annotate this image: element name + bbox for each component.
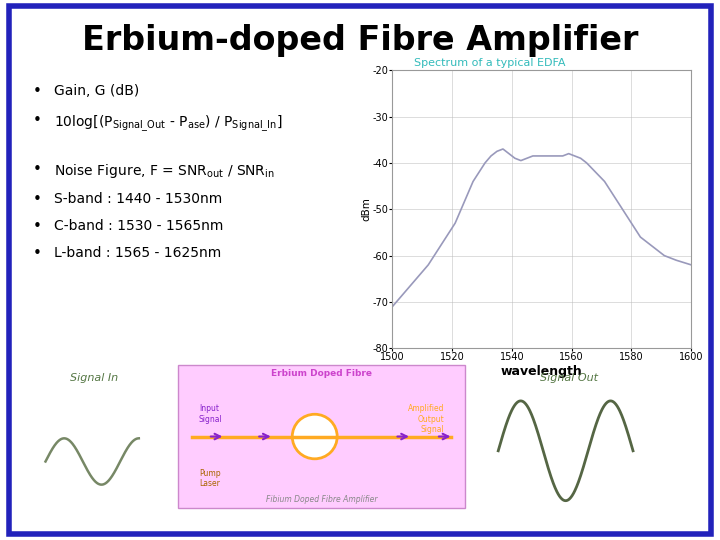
- Text: 10log[(P$_{\mathregular{Signal\_Out}}$ - P$_{\mathregular{ase}}$) / P$_{\mathreg: 10log[(P$_{\mathregular{Signal\_Out}}$ -…: [54, 113, 282, 134]
- Text: Pump
Laser: Pump Laser: [199, 469, 220, 488]
- Text: Amplified
Output
Signal: Amplified Output Signal: [408, 404, 444, 434]
- Text: •: •: [32, 246, 41, 261]
- Text: L-band : 1565 - 1625nm: L-band : 1565 - 1625nm: [54, 246, 221, 260]
- Text: Erbium-doped Fibre Amplifier: Erbium-doped Fibre Amplifier: [82, 24, 638, 57]
- Y-axis label: dBm: dBm: [361, 197, 371, 221]
- Text: Signal Out: Signal Out: [540, 373, 598, 383]
- Text: C-band : 1530 - 1565nm: C-band : 1530 - 1565nm: [54, 219, 223, 233]
- Text: Spectrum of a typical EDFA: Spectrum of a typical EDFA: [414, 57, 565, 68]
- Text: •: •: [32, 192, 41, 207]
- Ellipse shape: [292, 414, 337, 459]
- Text: S-band : 1440 - 1530nm: S-band : 1440 - 1530nm: [54, 192, 222, 206]
- Text: •: •: [32, 113, 41, 129]
- Text: •: •: [32, 219, 41, 234]
- FancyBboxPatch shape: [179, 365, 465, 508]
- Text: •: •: [32, 84, 41, 99]
- Text: Gain, G (dB): Gain, G (dB): [54, 84, 139, 98]
- Text: •: •: [32, 162, 41, 177]
- Text: Signal In: Signal In: [70, 373, 118, 383]
- Text: Fibium Doped Fibre Amplifier: Fibium Doped Fibre Amplifier: [266, 495, 377, 504]
- Text: Noise Figure, F = SNR$_{\mathregular{out}}$ / SNR$_{\mathregular{in}}$: Noise Figure, F = SNR$_{\mathregular{out…: [54, 162, 274, 180]
- Text: Input
Signal: Input Signal: [199, 404, 222, 424]
- X-axis label: wavelength: wavelength: [501, 365, 582, 378]
- Text: Erbium Doped Fibre: Erbium Doped Fibre: [271, 369, 372, 378]
